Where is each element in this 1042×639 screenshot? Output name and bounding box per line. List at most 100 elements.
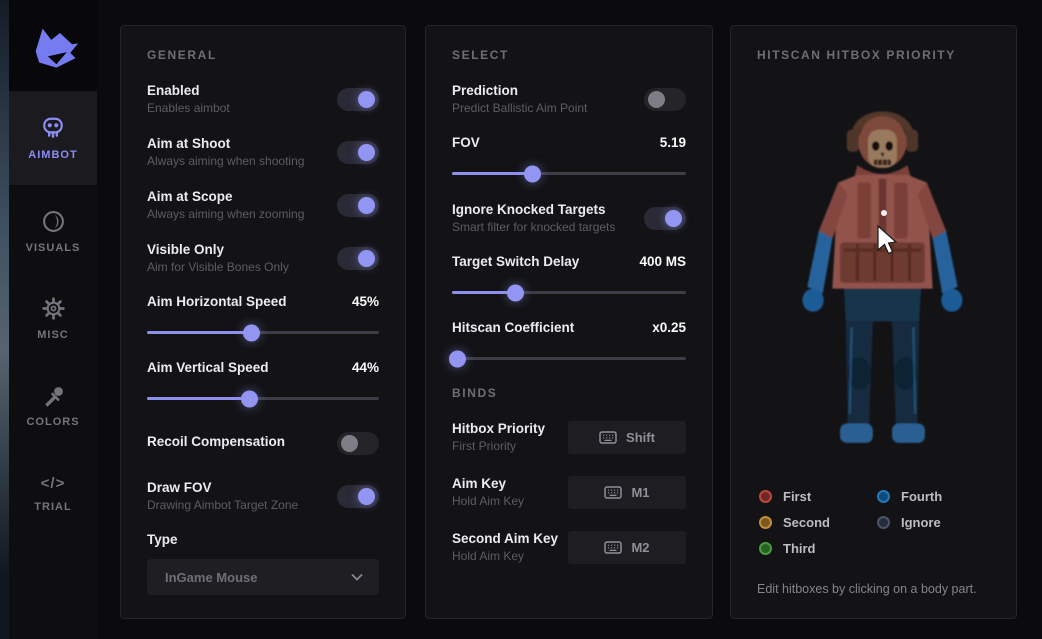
slider-knob[interactable] xyxy=(243,324,261,341)
second-aim-key-desc: Hold Aim Key xyxy=(452,549,525,563)
legend-first-label: First xyxy=(783,489,812,504)
skull-icon xyxy=(43,117,63,138)
general-panel: GENERAL Enabled Enables aimbot Aim at Sh… xyxy=(120,25,406,619)
slider-fill xyxy=(147,390,259,407)
target-switch-delay-slider[interactable] xyxy=(452,284,686,301)
model-left-glove xyxy=(801,288,824,312)
model-right-glove xyxy=(940,288,962,312)
legend-second-label: Second xyxy=(783,515,830,530)
toggle-knob xyxy=(358,487,375,505)
aim-at-scope-desc: Always aiming when zooming xyxy=(147,207,305,221)
model-hips xyxy=(843,288,921,322)
toggle-knob xyxy=(358,249,375,267)
code-icon: </> xyxy=(40,475,66,492)
slider-fill xyxy=(452,165,541,182)
hitbox-legend: First Fourth Second Ignore Third xyxy=(759,489,990,556)
second-aim-key-key: M2 xyxy=(631,539,650,555)
hitbox-section-title: HITSCAN HITBOX PRIORITY xyxy=(757,48,956,62)
setting-fov: FOV 5.19 xyxy=(452,135,686,182)
aim-at-shoot-label: Aim at Shoot xyxy=(147,136,231,151)
setting-hitbox-priority-bind: Hitbox Priority First Priority Shift xyxy=(452,420,686,454)
sidebar-item-aimbot[interactable]: AIMBOT xyxy=(9,91,97,185)
binds-section-title: BINDS xyxy=(452,386,498,400)
sidebar-item-visuals[interactable]: VISUALS xyxy=(9,197,97,267)
hitbox-priority-keybind-button[interactable]: Shift xyxy=(568,420,686,454)
legend-third[interactable]: Third xyxy=(759,541,877,556)
visible-only-toggle[interactable] xyxy=(337,246,379,270)
toggle-knob xyxy=(358,90,375,108)
aim-at-scope-label: Aim at Scope xyxy=(147,189,233,204)
fov-value: 5.19 xyxy=(659,135,686,150)
aim-horizontal-speed-slider[interactable] xyxy=(147,324,379,341)
toggle-knob xyxy=(341,434,358,452)
legend-third-dot xyxy=(759,542,772,555)
aim-key-keybind-button[interactable]: M1 xyxy=(568,475,686,509)
type-label: Type xyxy=(147,532,178,547)
app-logo[interactable] xyxy=(9,0,97,91)
setting-enabled: Enabled Enables aimbot xyxy=(147,82,379,116)
model-right-boot xyxy=(891,423,925,443)
legend-ignore-label: Ignore xyxy=(901,515,941,530)
setting-prediction: Prediction Predict Ballistic Aim Point xyxy=(452,82,686,116)
hitscan-coefficient-label: Hitscan Coefficient xyxy=(452,320,575,335)
hitscan-coefficient-slider[interactable] xyxy=(448,350,686,367)
character-model[interactable] xyxy=(776,86,988,472)
ignore-knocked-toggle[interactable] xyxy=(644,206,686,230)
legend-second[interactable]: Second xyxy=(759,515,877,530)
aim-at-scope-toggle[interactable] xyxy=(337,193,379,217)
wolf-logo-icon xyxy=(35,28,79,68)
model-left-boot xyxy=(839,423,873,443)
recoil-compensation-toggle[interactable] xyxy=(337,431,379,455)
aim-vertical-speed-slider[interactable] xyxy=(147,390,379,407)
legend-second-dot xyxy=(759,516,772,529)
desktop-edge xyxy=(0,0,9,639)
target-switch-delay-value: 400 MS xyxy=(639,254,686,269)
second-aim-key-label: Second Aim Key xyxy=(452,531,559,546)
cursor-dot xyxy=(881,210,887,216)
fov-label: FOV xyxy=(452,135,480,150)
draw-fov-toggle[interactable] xyxy=(337,484,379,508)
visible-only-label: Visible Only xyxy=(147,242,225,257)
slider-knob[interactable] xyxy=(448,350,466,367)
moon-icon xyxy=(42,211,64,232)
aim-vertical-speed-value: 44% xyxy=(351,360,379,375)
aim-at-shoot-desc: Always aiming when shooting xyxy=(147,154,305,168)
keyboard-icon xyxy=(604,485,623,499)
select-section-title: SELECT xyxy=(452,48,509,62)
sidebar-item-trial[interactable]: </> TRIAL xyxy=(9,459,97,529)
slider-knob[interactable] xyxy=(523,165,541,182)
second-aim-key-keybind-button[interactable]: M2 xyxy=(568,530,686,564)
select-panel: SELECT Prediction Predict Ballistic Aim … xyxy=(425,25,713,619)
legend-ignore[interactable]: Ignore xyxy=(877,515,990,530)
toggle-knob xyxy=(665,209,682,227)
slider-fill xyxy=(452,284,525,301)
legend-fourth-dot xyxy=(877,490,890,503)
visible-only-desc: Aim for Visible Bones Only xyxy=(147,260,289,274)
model-left-sleeve xyxy=(806,230,832,294)
character-model-area[interactable] xyxy=(757,82,990,483)
gear-icon xyxy=(41,297,65,320)
type-dropdown-value: InGame Mouse xyxy=(165,569,258,585)
slider-fill xyxy=(448,350,466,367)
slider-knob[interactable] xyxy=(241,390,259,407)
hitbox-footer-hint: Edit hitboxes by clicking on a body part… xyxy=(757,582,977,596)
legend-fourth[interactable]: Fourth xyxy=(877,489,990,504)
sidebar-item-colors[interactable]: COLORS xyxy=(9,371,97,441)
aim-vertical-speed-label: Aim Vertical Speed xyxy=(147,360,269,375)
fov-slider[interactable] xyxy=(452,165,686,182)
legend-fourth-label: Fourth xyxy=(901,489,943,504)
sidebar-item-misc[interactable]: MISC xyxy=(9,284,97,354)
enabled-desc: Enables aimbot xyxy=(147,101,230,115)
prediction-toggle[interactable] xyxy=(644,87,686,111)
ignore-knocked-desc: Smart filter for knocked targets xyxy=(452,220,616,234)
type-dropdown[interactable]: InGame Mouse xyxy=(147,559,379,595)
enabled-toggle[interactable] xyxy=(337,87,379,111)
recoil-compensation-label: Recoil Compensation xyxy=(147,434,286,449)
slider-knob[interactable] xyxy=(507,284,525,301)
legend-first[interactable]: First xyxy=(759,489,877,504)
prediction-label: Prediction xyxy=(452,83,519,98)
aim-at-shoot-toggle[interactable] xyxy=(337,140,379,164)
setting-recoil-compensation: Recoil Compensation xyxy=(147,426,379,460)
toggle-knob xyxy=(358,196,375,214)
draw-fov-label: Draw FOV xyxy=(147,480,212,495)
